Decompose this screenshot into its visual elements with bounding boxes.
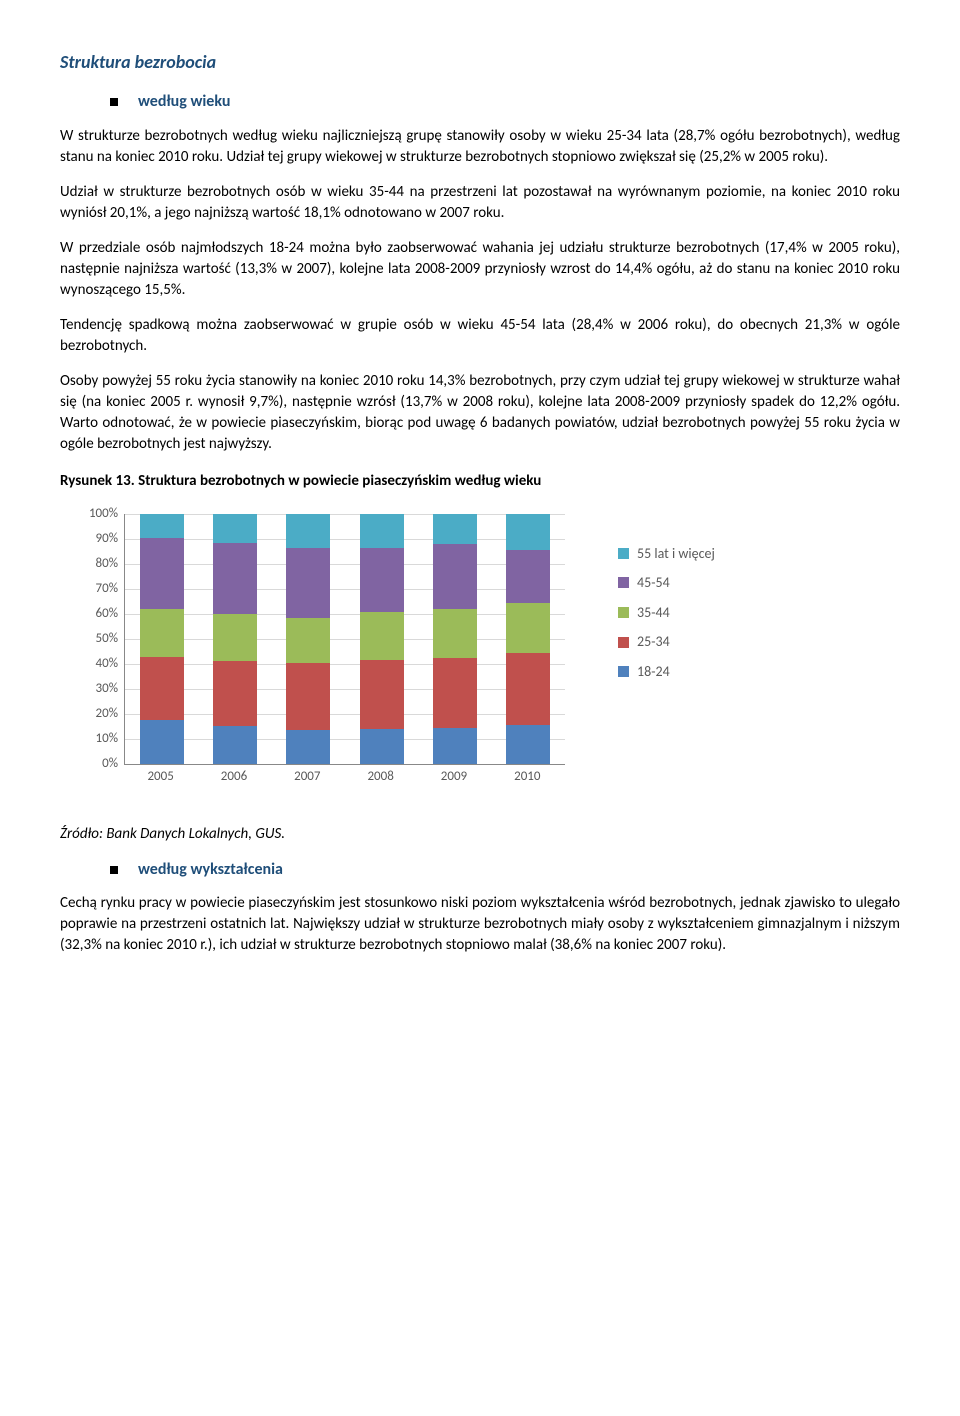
legend-label: 35-44	[637, 603, 670, 623]
x-axis-labels: 2005 2006 2007 2008 2009 2010	[124, 768, 564, 786]
bar	[433, 514, 477, 764]
y-tick-label: 10%	[68, 729, 118, 747]
legend-item: 45-54	[618, 573, 715, 593]
x-tick-label: 2006	[212, 768, 256, 786]
x-tick-label: 2007	[285, 768, 329, 786]
bar	[360, 514, 404, 764]
bullet-item: według wykształcenia	[110, 859, 900, 881]
section-heading: Struktura bezrobocia	[60, 50, 900, 75]
paragraph: Tendencję spadkową można zaobserwować w …	[60, 315, 900, 357]
legend-label: 25-34	[637, 632, 670, 652]
bar-segment	[286, 514, 330, 548]
x-tick-label: 2009	[432, 768, 476, 786]
y-tick-label: 40%	[68, 654, 118, 672]
bar-segment	[213, 514, 257, 543]
legend-swatch-icon	[618, 666, 629, 677]
source-text: Źródło: Bank Danych Lokalnych, GUS.	[60, 824, 900, 845]
legend-label: 55 lat i więcej	[637, 544, 715, 564]
bar-segment	[433, 658, 477, 728]
bar	[213, 514, 257, 764]
bar-segment	[286, 663, 330, 731]
bar-segment	[506, 725, 550, 764]
y-tick-label: 70%	[68, 579, 118, 597]
bar-segment	[360, 660, 404, 729]
bar-segment	[433, 609, 477, 658]
legend-item: 55 lat i więcej	[618, 544, 715, 564]
bullet-label: według wieku	[138, 91, 230, 113]
legend-item: 18-24	[618, 662, 715, 682]
plot-area	[124, 514, 565, 765]
paragraph: Cechą rynku pracy w powiecie piaseczyńsk…	[60, 893, 900, 956]
paragraph: W przedziale osób najmłodszych 18-24 moż…	[60, 238, 900, 301]
bar-segment	[506, 653, 550, 725]
bar-segment	[433, 728, 477, 764]
y-tick-label: 90%	[68, 529, 118, 547]
bar-segment	[506, 514, 550, 550]
bullet-item: według wieku	[110, 91, 900, 113]
bar-segment	[360, 729, 404, 764]
legend-swatch-icon	[618, 548, 629, 559]
stacked-bar-chart: 0%10%20%30%40%50%60%70%80%90%100% 200520…	[68, 504, 588, 804]
legend-swatch-icon	[618, 577, 629, 588]
legend: 55 lat i więcej 45-54 35-44 25-34 18-24	[618, 544, 715, 692]
y-tick-label: 80%	[68, 554, 118, 572]
bar-segment	[140, 720, 184, 764]
bar-segment	[213, 726, 257, 764]
bar	[506, 514, 550, 764]
paragraph: W strukturze bezrobotnych według wieku n…	[60, 126, 900, 168]
bar-segment	[360, 612, 404, 660]
bar-segment	[286, 548, 330, 618]
bars-group	[125, 514, 565, 764]
bullet-square-icon	[110, 866, 118, 874]
y-tick-label: 0%	[68, 754, 118, 772]
bullet-label: według wykształcenia	[138, 859, 283, 881]
legend-label: 45-54	[637, 573, 670, 593]
y-tick-label: 30%	[68, 679, 118, 697]
y-tick-label: 20%	[68, 704, 118, 722]
y-tick-label: 50%	[68, 629, 118, 647]
bar-segment	[286, 618, 330, 663]
legend-item: 25-34	[618, 632, 715, 652]
y-tick-label: 100%	[68, 504, 118, 522]
legend-swatch-icon	[618, 637, 629, 648]
bar-segment	[433, 544, 477, 609]
x-tick-label: 2008	[359, 768, 403, 786]
bar-segment	[506, 550, 550, 603]
legend-swatch-icon	[618, 607, 629, 618]
bar-segment	[140, 514, 184, 538]
bar-segment	[213, 661, 257, 726]
figure-caption: Rysunek 13. Struktura bezrobotnych w pow…	[60, 471, 900, 492]
bar-segment	[140, 657, 184, 720]
bar-segment	[286, 730, 330, 763]
bar-segment	[433, 514, 477, 545]
bar-segment	[506, 603, 550, 653]
chart-container: 0%10%20%30%40%50%60%70%80%90%100% 200520…	[60, 504, 900, 804]
bar-segment	[140, 609, 184, 657]
bar-segment	[360, 548, 404, 613]
bar	[140, 514, 184, 764]
paragraph: Osoby powyżej 55 roku życia stanowiły na…	[60, 371, 900, 455]
bar-segment	[360, 514, 404, 548]
paragraph: Udział w strukturze bezrobotnych osób w …	[60, 182, 900, 224]
x-tick-label: 2005	[139, 768, 183, 786]
y-tick-label: 60%	[68, 604, 118, 622]
legend-label: 18-24	[637, 662, 670, 682]
bar	[286, 514, 330, 764]
x-tick-label: 2010	[505, 768, 549, 786]
bullet-square-icon	[110, 98, 118, 106]
bar-segment	[213, 543, 257, 614]
legend-item: 35-44	[618, 603, 715, 623]
bar-segment	[140, 538, 184, 609]
bar-segment	[213, 614, 257, 662]
